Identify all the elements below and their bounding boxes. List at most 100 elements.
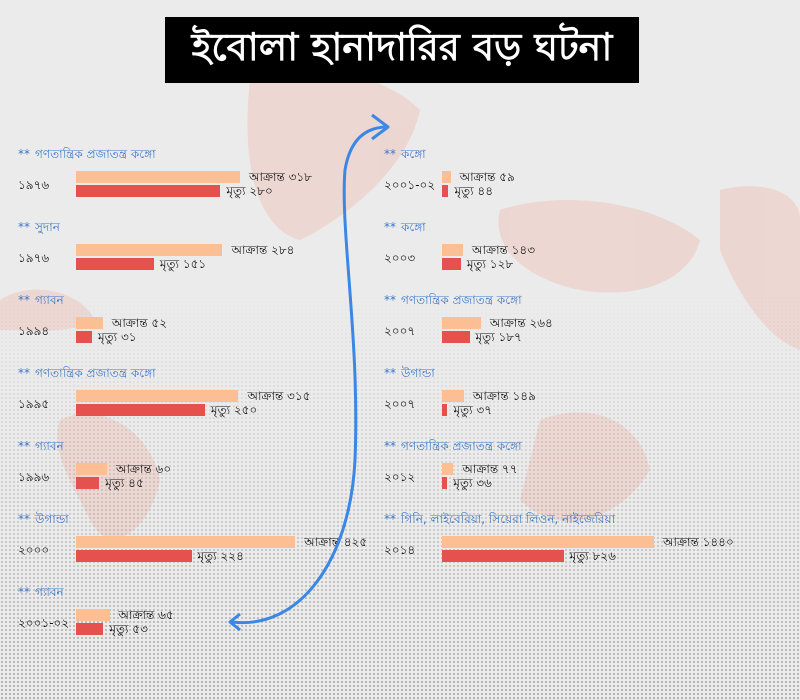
infected-data-label: আক্রান্ত ৫২: [111, 316, 167, 330]
bar-infected: [76, 171, 240, 183]
bar-deaths: [442, 550, 564, 562]
deaths-data-label: মৃত্যু ২৫০: [210, 403, 258, 417]
bar-infected: [76, 244, 223, 256]
year-label: ১৯৯৪: [18, 324, 50, 338]
year-label: ২০০১-০২: [18, 616, 70, 630]
star-bullet-icon: **: [384, 220, 396, 234]
infected-data-label: আক্রান্ত ৭৭: [462, 462, 518, 476]
star-bullet-icon: **: [384, 366, 396, 380]
deaths-data-label: মৃত্যু ২৮০: [226, 184, 273, 198]
outbreak-heading: ** গণতান্ত্রিক প্রজাতন্ত্র কঙ্গো: [384, 438, 522, 458]
outbreak-row: ** গণতান্ত্রিক প্রজাতন্ত্র কঙ্গো ২০১২ আক্রা…: [384, 432, 784, 505]
year-label: ২০০০: [18, 543, 50, 557]
deaths-data-label: মৃত্যু ৮২৬: [569, 549, 616, 563]
bar-infected: [76, 536, 296, 548]
outbreak-row: ** কঙ্গো ২০০৩ আক্রান্ত ১৪৩ মৃত্যু ১২৮: [384, 213, 784, 286]
bar-infected: [442, 536, 654, 548]
country-label: গিনি, লাইবেরিয়া, সিয়েরা লিওন, নাইজেরিয…: [401, 512, 616, 526]
outbreak-heading: ** সুদান: [18, 219, 60, 239]
outbreak-row: ** গণতান্ত্রিক প্রজাতন্ত্র কঙ্গো ২০০৭ আক্রা…: [384, 286, 784, 359]
bar-deaths: [76, 623, 104, 635]
outbreak-row: ** উগান্ডা ২০০৭ আক্রান্ত ১৪৯ মৃত্যু ৩৭: [384, 359, 784, 432]
bar-infected: [442, 463, 454, 475]
outbreak-heading: ** গণতান্ত্রিক প্রজাতন্ত্র কঙ্গো: [18, 365, 156, 385]
star-bullet-icon: **: [384, 512, 396, 526]
bar-infected: [76, 390, 239, 402]
year-label: ২০০১-০২: [384, 178, 436, 192]
infected-data-label: আক্রান্ত ১৪৩: [472, 243, 536, 257]
country-label: গণতান্ত্রিক প্রজাতন্ত্র কঙ্গো: [401, 293, 522, 307]
outbreak-row: ** গিনি, লাইবেরিয়া, সিয়েরা লিওন, নাইজের…: [384, 505, 784, 578]
bar-deaths: [442, 258, 461, 270]
country-label: গ্যাবন: [35, 293, 64, 307]
outbreak-row: ** গ্যাবন ১৯৯৬ আক্রান্ত ৬০ মৃত্যু ৪৫: [18, 432, 348, 505]
bar-infected: [76, 463, 107, 475]
country-label: গ্যাবন: [35, 585, 64, 599]
bar-deaths: [76, 331, 92, 343]
chart-column-right: ** কঙ্গো ২০০১-০২ আক্রান্ত ৫৯ মৃত্যু ৪৪ ** কঙ্গ…: [384, 140, 784, 578]
infected-data-label: আক্রান্ত ৩১৮: [249, 170, 312, 184]
country-label: কঙ্গো: [401, 220, 426, 234]
infected-data-label: আক্রান্ত ৬০: [115, 462, 172, 476]
star-bullet-icon: **: [384, 439, 396, 453]
bar-infected: [442, 390, 464, 402]
country-label: সুদান: [35, 220, 60, 234]
outbreak-row: ** গণতান্ত্রিক প্রজাতন্ত্র কঙ্গো ১৯৭৬ আক্রা…: [18, 140, 348, 213]
bar-infected: [76, 609, 110, 621]
country-label: উগান্ডা: [401, 366, 435, 380]
deaths-data-label: মৃত্যু ১২৮: [466, 257, 514, 271]
page-title: ইবোলা হানাদারির বড় ঘটনা: [165, 17, 639, 83]
bar-deaths: [76, 185, 221, 197]
outbreak-heading: ** গ্যাবন: [18, 584, 64, 604]
outbreak-heading: ** কঙ্গো: [384, 219, 426, 239]
star-bullet-icon: **: [18, 512, 30, 526]
country-label: গণতান্ত্রিক প্রজাতন্ত্র কঙ্গো: [401, 439, 522, 453]
star-bullet-icon: **: [18, 147, 30, 161]
chart-column-left: ** গণতান্ত্রিক প্রজাতন্ত্র কঙ্গো ১৯৭৬ আক্রা…: [18, 140, 367, 651]
bar-infected: [442, 171, 451, 183]
deaths-data-label: মৃত্যু ১৮৭: [475, 330, 522, 344]
outbreak-heading: ** উগান্ডা: [18, 511, 69, 531]
bar-infected: [442, 317, 481, 329]
outbreak-row: ** কঙ্গো ২০০১-০২ আক্রান্ত ৫৯ মৃত্যু ৪৪: [384, 140, 784, 213]
outbreak-row: ** উগান্ডা ২০০০ আক্রান্ত ৪২৫ মৃত্যু ২২৪: [18, 505, 367, 578]
year-label: ২০০৭: [384, 324, 416, 338]
deaths-data-label: মৃত্যু ১৫১: [159, 257, 207, 271]
star-bullet-icon: **: [384, 293, 396, 307]
year-label: ২০০৩: [384, 251, 416, 265]
bar-infected: [76, 317, 103, 329]
bar-deaths: [76, 404, 205, 416]
infected-data-label: আক্রান্ত ২৮৪: [231, 243, 295, 257]
year-label: ২০১২: [384, 470, 416, 484]
infected-data-label: আক্রান্ত ১৪৯: [472, 389, 536, 403]
deaths-data-label: মৃত্যু ৪৫: [105, 476, 144, 490]
year-label: ২০১৪: [384, 543, 416, 557]
country-label: গণতান্ত্রিক প্রজাতন্ত্র কঙ্গো: [35, 147, 156, 161]
outbreak-heading: ** গণতান্ত্রিক প্রজাতন্ত্র কঙ্গো: [18, 146, 156, 166]
outbreak-heading: ** গ্যাবন: [18, 438, 64, 458]
bar-deaths: [76, 550, 192, 562]
deaths-data-label: মৃত্যু ৩৭: [453, 403, 493, 417]
year-label: ১৯৯৫: [18, 397, 50, 411]
deaths-data-label: মৃত্যু ৩১: [97, 330, 137, 344]
infected-data-label: আক্রান্ত ২৬৪: [489, 316, 553, 330]
outbreak-row: ** গণতান্ত্রিক প্রজাতন্ত্র কঙ্গো ১৯৯৫ আক্রা…: [18, 359, 348, 432]
year-label: ১৯৭৬: [18, 178, 50, 192]
infected-data-label: আক্রান্ত ১৪৪০: [663, 535, 734, 549]
country-label: গ্যাবন: [35, 439, 64, 453]
outbreak-heading: ** উগান্ডা: [384, 365, 435, 385]
star-bullet-icon: **: [18, 585, 30, 599]
deaths-data-label: মৃত্যু ২২৪: [197, 549, 244, 563]
star-bullet-icon: **: [384, 147, 396, 161]
bar-deaths: [442, 477, 448, 489]
outbreak-row: ** সুদান ১৯৭৬ আক্রান্ত ২৮৪ মৃত্যু ১৫১: [18, 213, 348, 286]
outbreak-heading: ** গণতান্ত্রিক প্রজাতন্ত্র কঙ্গো: [384, 292, 522, 312]
star-bullet-icon: **: [18, 366, 30, 380]
year-label: ২০০৭: [384, 397, 416, 411]
infected-data-label: আক্রান্ত ৩১৫: [247, 389, 311, 403]
infected-data-label: আক্রান্ত ৫৯: [459, 170, 515, 184]
outbreak-heading: ** গ্যাবন: [18, 292, 64, 312]
star-bullet-icon: **: [18, 293, 30, 307]
star-bullet-icon: **: [18, 220, 30, 234]
